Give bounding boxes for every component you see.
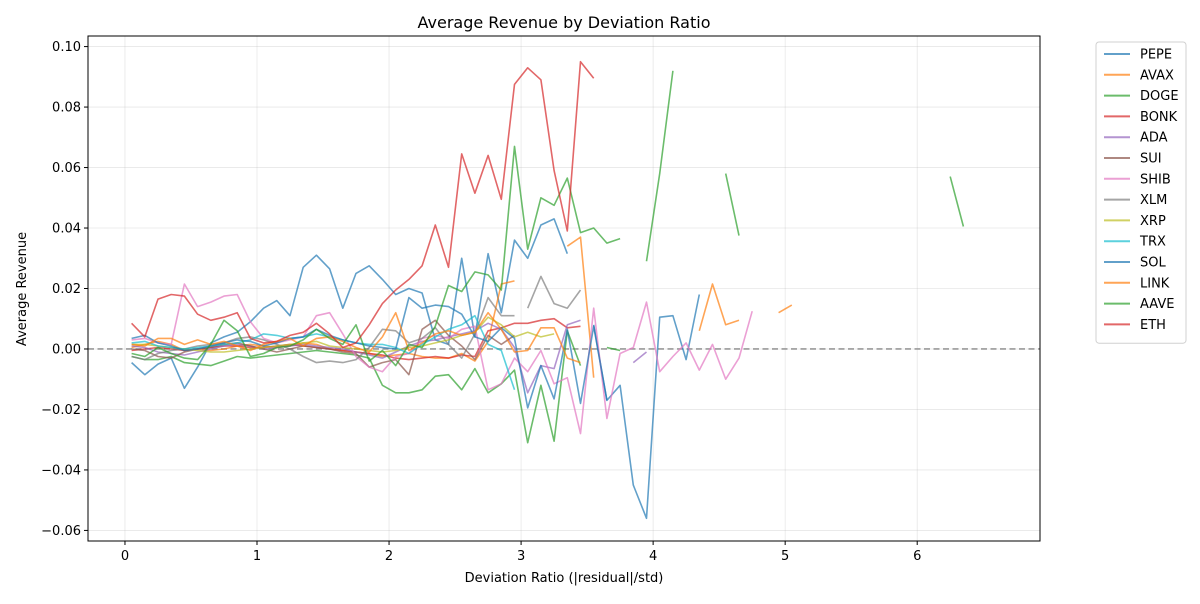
x-tick-label: 0 [121, 549, 129, 564]
legend-label-trx: TRX [1139, 235, 1166, 250]
x-tick-label: 1 [253, 549, 261, 564]
legend-label-link: LINK [1140, 276, 1170, 291]
y-axis-ticks: −0.06 −0.04 −0.02 0.00 0.02 0.04 0.06 0.08 0.10 [41, 40, 88, 539]
legend-label-xlm: XLM [1140, 193, 1167, 208]
y-tick-label: 0.10 [52, 40, 81, 55]
series-line-aave [131, 145, 621, 367]
legend-label-avax: AVAX [1140, 68, 1174, 83]
y-tick-label: 0.04 [52, 222, 81, 237]
legend-label-bonk: BONK [1140, 110, 1178, 125]
legend-label-aave: AAVE [1140, 297, 1174, 312]
legend-label-shib: SHIB [1140, 172, 1171, 187]
legend-label-doge: DOGE [1140, 89, 1179, 104]
chart-title: Average Revenue by Deviation Ratio [418, 13, 711, 32]
legend-label-sui: SUI [1140, 152, 1162, 167]
legend-label-xrp: XRP [1140, 214, 1166, 229]
series-line-trx [131, 314, 516, 391]
x-tick-label: 3 [517, 549, 525, 564]
x-axis-ticks: 0 1 2 3 4 5 6 [121, 541, 921, 564]
y-axis-label: Average Revenue [15, 232, 30, 346]
legend-label-sol: SOL [1140, 256, 1166, 271]
y-tick-label: 0.06 [52, 161, 81, 176]
y-tick-label: 0.02 [52, 282, 81, 297]
y-tick-label: −0.04 [41, 463, 81, 478]
y-tick-label: 0.00 [52, 342, 81, 357]
x-tick-label: 4 [649, 549, 657, 564]
legend-label-eth: ETH [1140, 318, 1166, 333]
y-tick-label: −0.02 [41, 403, 81, 418]
legend: PEPE AVAX DOGE BONK ADA SUI SHIB XLM XRP TRX SOL LI… [1095, 41, 1187, 344]
series-line-sol [131, 296, 608, 409]
x-tick-label: 6 [913, 549, 921, 564]
x-tick-label: 2 [385, 549, 393, 564]
series-line-xlm [131, 275, 582, 364]
x-tick-label: 5 [781, 549, 789, 564]
y-tick-label: 0.08 [52, 101, 81, 116]
series-lines [131, 60, 965, 520]
x-axis-label: Deviation Ratio (|residual|/std) [465, 571, 664, 586]
legend-label-ada: ADA [1140, 131, 1168, 146]
series-line-eth [131, 60, 595, 349]
series-line-link [131, 311, 581, 364]
y-tick-label: −0.06 [41, 524, 81, 539]
legend-label-pepe: PEPE [1140, 48, 1172, 63]
